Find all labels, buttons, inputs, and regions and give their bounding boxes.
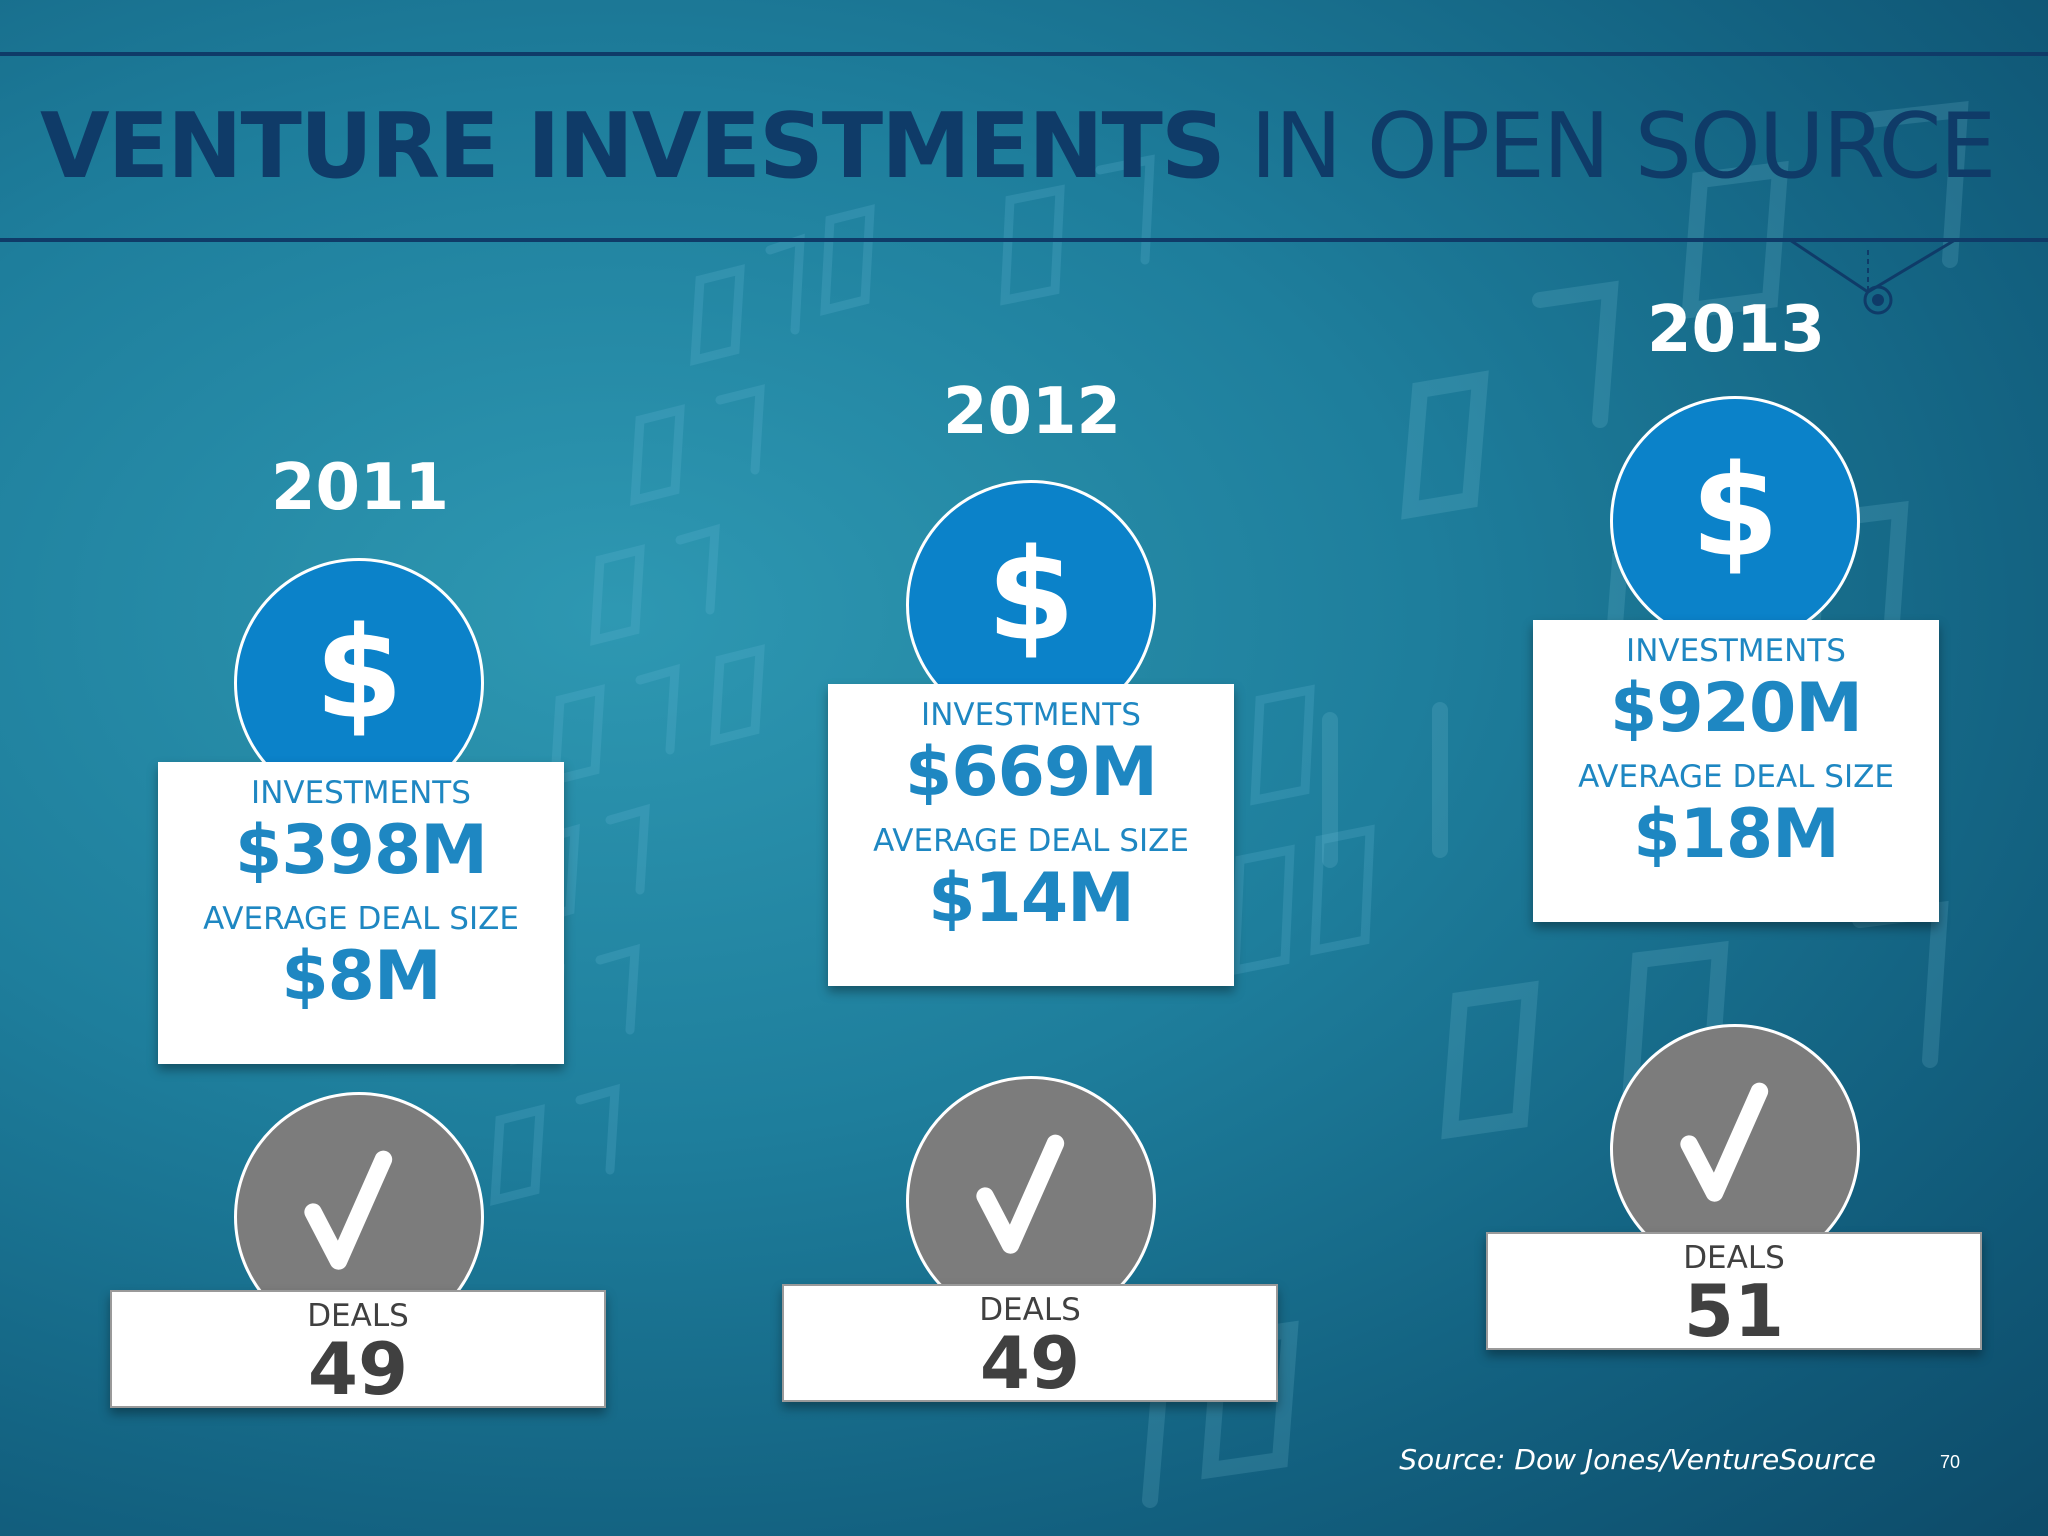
svg-text:$: $ xyxy=(1691,437,1779,585)
deals-box-2011: DEALS 49 xyxy=(110,1290,606,1408)
page-title: VENTURE INVESTMENTS IN OPEN SOURCE xyxy=(40,92,2020,202)
avg-deal-size-label: AVERAGE DEAL SIZE xyxy=(203,901,519,937)
dollar-icon: $ xyxy=(315,599,403,747)
deals-label: DEALS xyxy=(1683,1240,1785,1276)
dollar-icon: $ xyxy=(1691,437,1779,585)
avg-deal-size-value: $18M xyxy=(1633,795,1840,874)
investments-label: INVESTMENTS xyxy=(1626,633,1846,669)
investments-value: $669M xyxy=(905,733,1158,812)
investments-label: INVESTMENTS xyxy=(251,775,471,811)
investments-box-2012: INVESTMENTS $669M AVERAGE DEAL SIZE $14M xyxy=(828,684,1234,986)
investment-circle-2013: $ xyxy=(1610,396,1860,646)
deals-label: DEALS xyxy=(979,1292,1081,1328)
svg-text:$: $ xyxy=(315,599,403,747)
checkmark-icon xyxy=(1680,1082,1769,1202)
deals-value: 51 xyxy=(1683,1269,1785,1353)
deals-value: 49 xyxy=(307,1327,409,1411)
investments-box-2013: INVESTMENTS $920M AVERAGE DEAL SIZE $18M xyxy=(1533,620,1939,922)
page-number: 70 xyxy=(1939,1452,1960,1472)
year-label-2011: 2011 xyxy=(270,451,450,525)
dollar-icon: $ xyxy=(987,521,1075,669)
investments-box-2011: INVESTMENTS $398M AVERAGE DEAL SIZE $8M xyxy=(158,762,564,1064)
title-bold-part: VENTURE INVESTMENTS xyxy=(40,94,1226,199)
avg-deal-size-label: AVERAGE DEAL SIZE xyxy=(1578,759,1894,795)
year-label-2012: 2012 xyxy=(942,375,1122,449)
source-citation: Source: Dow Jones/VentureSource xyxy=(1399,1443,1876,1476)
deals-box-2012: DEALS 49 xyxy=(782,1284,1278,1402)
avg-deal-size-value: $8M xyxy=(281,937,441,1016)
deals-box-2013: DEALS 51 xyxy=(1486,1232,1982,1350)
checkmark-icon xyxy=(304,1150,393,1270)
deals-label: DEALS xyxy=(307,1298,409,1334)
year-label-2013: 2013 xyxy=(1646,293,1826,367)
investments-value: $398M xyxy=(235,811,488,890)
investments-value: $920M xyxy=(1610,669,1863,748)
avg-deal-size-label: AVERAGE DEAL SIZE xyxy=(873,823,1189,859)
svg-text:$: $ xyxy=(987,521,1075,669)
investments-label: INVESTMENTS xyxy=(921,697,1141,733)
deals-value: 49 xyxy=(979,1321,1081,1405)
title-rest-part: IN OPEN SOURCE xyxy=(1223,94,1996,199)
checkmark-icon xyxy=(976,1134,1065,1254)
avg-deal-size-value: $14M xyxy=(928,859,1135,938)
